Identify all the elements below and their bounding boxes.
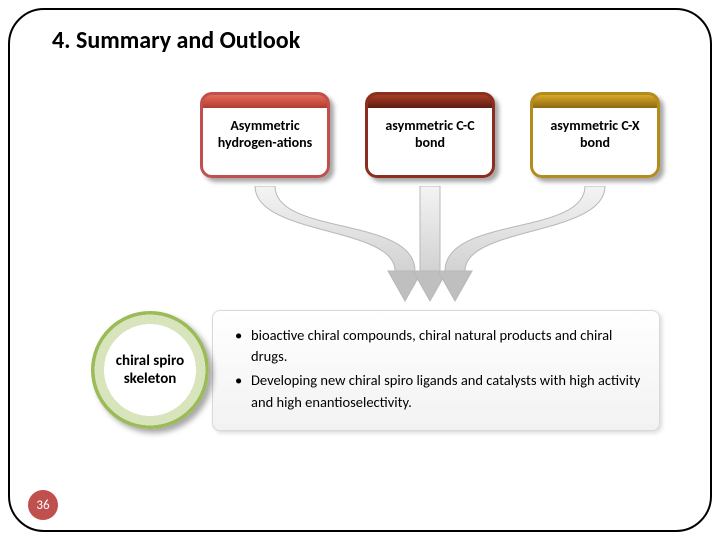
top-box-asymmetric-cc-bond: asymmetric C-C bond <box>365 92 495 178</box>
top-boxes-row: Asymmetric hydrogen-ations asymmetric C-… <box>200 92 660 178</box>
circle-label: chiral spiro skeleton <box>94 352 206 388</box>
convergence-arrows <box>200 186 660 306</box>
page-number: 36 <box>36 498 49 513</box>
bottom-row: chiral spiro skeleton bioactive chiral c… <box>80 310 660 430</box>
top-box-label: asymmetric C-C bond <box>376 118 484 152</box>
top-box-asymmetric-cx-bond: asymmetric C-X bond <box>530 92 660 178</box>
top-box-asymmetric-hydrogenations: Asymmetric hydrogen-ations <box>200 92 330 178</box>
slide-title: 4. Summary and Outlook <box>52 26 300 55</box>
bullets-panel: bioactive chiral compounds, chiral natur… <box>212 310 660 431</box>
top-box-label: Asymmetric hydrogen-ations <box>211 118 319 152</box>
page-number-badge: 36 <box>28 490 58 520</box>
circle-wrap: chiral spiro skeleton <box>80 310 220 430</box>
chiral-spiro-circle: chiral spiro skeleton <box>91 311 209 429</box>
bullets-list: bioactive chiral compounds, chiral natur… <box>235 325 641 414</box>
bullet-item: bioactive chiral compounds, chiral natur… <box>235 325 641 369</box>
top-box-label: asymmetric C-X bond <box>541 118 649 152</box>
bullet-item: Developing new chiral spiro ligands and … <box>235 370 641 414</box>
